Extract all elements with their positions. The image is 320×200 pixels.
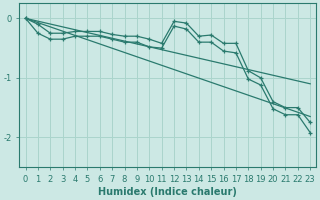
X-axis label: Humidex (Indice chaleur): Humidex (Indice chaleur)	[99, 187, 237, 197]
